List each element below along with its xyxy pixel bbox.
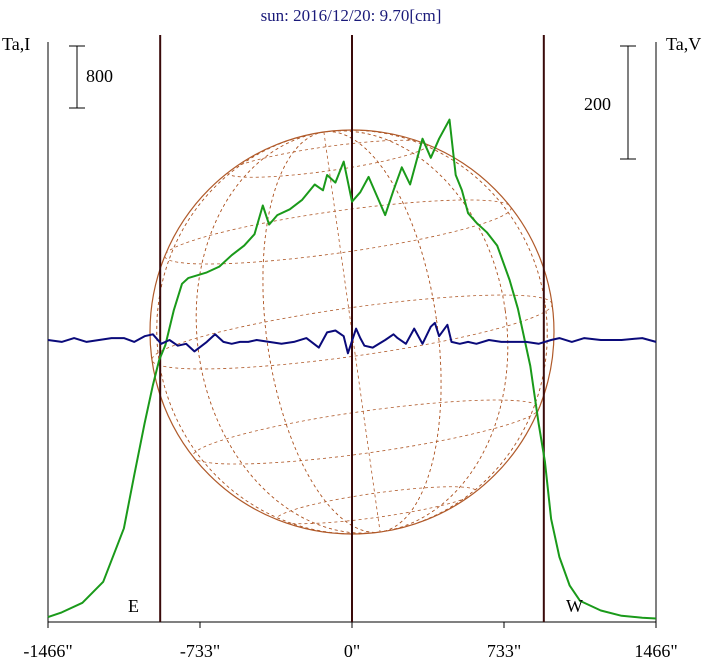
- x-tick-label: 733": [487, 641, 521, 661]
- left-axis-label: Ta,I: [2, 34, 30, 54]
- west-limb-label: W: [566, 596, 583, 616]
- meridian-line: [323, 131, 381, 533]
- chart-title: sun: 2016/12/20: 9.70[cm]: [261, 6, 442, 25]
- east-limb-label: E: [128, 596, 139, 616]
- latitude-line: [151, 294, 553, 370]
- x-tick-label: -1466": [23, 641, 72, 661]
- latitude-line: [275, 486, 477, 525]
- latitude-line: [227, 139, 429, 178]
- x-tick-label: -733": [180, 641, 220, 661]
- series-group: [47, 118, 657, 620]
- plot-area: [47, 35, 657, 623]
- left-scale-label: 800: [86, 66, 113, 86]
- right-scale-label: 200: [584, 94, 611, 114]
- x-tick-label: 0": [344, 641, 360, 661]
- meridian-line: [156, 129, 548, 535]
- intensity-series-line: [47, 118, 657, 620]
- x-tick-group: -1466" -733" 0" 733" 1466": [23, 622, 678, 661]
- meridian-line: [262, 131, 442, 533]
- latitude-line: [164, 199, 512, 265]
- polarization-series-line: [47, 321, 657, 355]
- right-axis-label: Ta,V: [666, 34, 701, 54]
- x-tick-label: 1466": [634, 641, 677, 661]
